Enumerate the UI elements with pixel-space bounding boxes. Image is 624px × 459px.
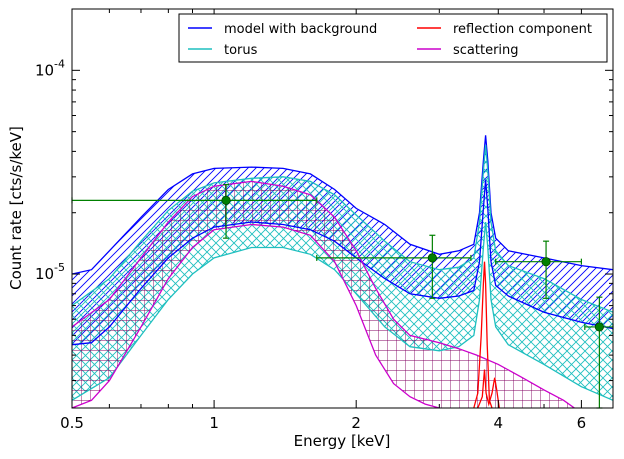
series-lines (72, 135, 613, 408)
x-tick-label: 2 (351, 414, 361, 432)
x-tick-label: 6 (577, 414, 587, 432)
legend-item-model-with-background: model with background (188, 22, 377, 37)
data-point-2 (316, 234, 472, 299)
x-tick-label: 4 (494, 414, 504, 432)
legend-box (178, 13, 608, 63)
x-tick-label: 0.5 (60, 414, 84, 432)
plot-frame (71, 8, 614, 409)
data-point-marker (427, 253, 437, 263)
upper-line-scattering (72, 180, 575, 408)
y-axis-label: Count rate [cts/s/keV] (7, 126, 25, 290)
lower-line-scattering (72, 223, 440, 408)
legend: model with background reflection componen… (178, 13, 608, 63)
series-bands (72, 135, 613, 408)
legend-label: model with background (224, 22, 377, 37)
upper-line-model-with-background (72, 135, 613, 275)
legend-label: scattering (453, 43, 519, 58)
x-tick-label: 1 (209, 414, 219, 432)
data-point-1 (71, 183, 318, 239)
data-point-marker (221, 195, 231, 205)
lower-line-torus (72, 221, 613, 401)
data-point-marker (594, 322, 604, 332)
lower-line-model-with-background (72, 179, 613, 346)
legend-label: reflection component (453, 22, 592, 37)
data-point-3 (495, 240, 582, 299)
data-point-marker (541, 257, 551, 267)
legend-item-scattering: scattering (417, 43, 519, 58)
y-tick-label: 10-4 (35, 57, 65, 79)
upper-line-torus (72, 144, 613, 313)
line-reflection-component-secondary (477, 369, 500, 408)
y-tick-label: 10-5 (35, 261, 65, 283)
legend-label: torus (224, 43, 258, 58)
legend-item-torus: torus (188, 43, 258, 58)
band-scattering (72, 181, 575, 408)
x-axis-label: Energy [keV] (294, 432, 391, 450)
data-points (71, 183, 614, 409)
line-reflection-component (473, 261, 493, 408)
legend-item-reflection-component: reflection component (417, 22, 592, 37)
